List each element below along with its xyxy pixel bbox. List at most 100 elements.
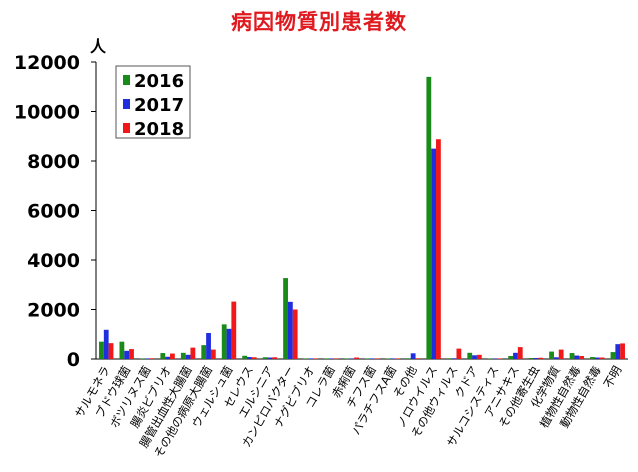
bar-2018-23 — [579, 356, 585, 359]
y-tick-label: 4000 — [27, 250, 80, 272]
bar-2016-0 — [99, 341, 104, 359]
bar-2016-21 — [528, 358, 534, 359]
bar-2018-1 — [129, 349, 134, 359]
bar-2017-5 — [206, 333, 211, 359]
bar-2017-15 — [410, 353, 416, 359]
bar-2016-2 — [139, 358, 145, 359]
bar-2018-2 — [149, 358, 155, 359]
y-axis-unit-label: 人 — [90, 37, 107, 56]
bar-2016-22 — [549, 351, 554, 359]
y-tick-label: 6000 — [27, 201, 80, 223]
bar-2018-13 — [374, 358, 380, 359]
bar-2017-2 — [144, 358, 150, 359]
bar-2016-12 — [344, 358, 350, 359]
axes: 0 2000 4000 6000 8000 10000 12000 — [14, 52, 628, 371]
bar-2016-13 — [365, 358, 370, 359]
bar-2017-13 — [369, 358, 375, 359]
bar-2016-20 — [508, 356, 514, 359]
bar-2016-5 — [201, 345, 207, 359]
bar-2016-11 — [324, 358, 329, 359]
bar-2018-11 — [333, 358, 339, 359]
x-tick-labels: サルモネラブドウ球菌ボツリヌス菌腸炎ビブリオ腸管出血性大腸菌その他の病原大腸菌ウ… — [72, 363, 624, 460]
bar-2016-9 — [283, 278, 288, 359]
bar-2018-12 — [354, 357, 359, 359]
bar-2016-25 — [610, 352, 616, 359]
bar-2017-3 — [165, 356, 171, 359]
bar-2018-24 — [599, 357, 605, 359]
legend-swatch-2018 — [123, 123, 130, 133]
legend-label-2016: 2016 — [134, 71, 184, 92]
bar-2018-5 — [210, 349, 216, 359]
bar-2017-23 — [574, 355, 580, 359]
bar-2017-18 — [472, 355, 477, 359]
bar-2016-8 — [262, 357, 268, 359]
bar-2016-15 — [405, 358, 411, 359]
bar-2018-16 — [436, 139, 441, 359]
bar-2017-25 — [615, 344, 621, 359]
bar-2018-10 — [313, 358, 319, 359]
bar-2018-20 — [517, 347, 523, 359]
bar-2016-23 — [569, 353, 575, 359]
bar-2016-6 — [221, 324, 227, 359]
bar-2017-9 — [287, 301, 293, 359]
bar-2016-3 — [160, 353, 166, 359]
bar-2018-0 — [108, 343, 114, 359]
bar-2017-17 — [451, 358, 457, 359]
bar-2018-17 — [456, 348, 462, 359]
bar-2016-10 — [303, 358, 309, 359]
bar-2017-1 — [124, 350, 130, 359]
bar-2017-16 — [431, 148, 437, 360]
bar-2017-14 — [390, 358, 396, 359]
y-tick-label: 10000 — [14, 102, 80, 124]
bar-2016-17 — [446, 358, 452, 359]
bar-2016-4 — [180, 352, 186, 359]
bar-2017-7 — [247, 357, 252, 359]
bar-2018-7 — [251, 357, 257, 359]
bar-2018-19 — [497, 358, 503, 359]
bar-2017-8 — [267, 357, 273, 359]
bar-2017-21 — [533, 358, 539, 359]
bars-group — [99, 76, 625, 360]
y-tick-label: 8000 — [27, 151, 80, 173]
legend-swatch-2016 — [123, 75, 130, 85]
bar-2016-24 — [590, 357, 595, 359]
bar-2016-1 — [119, 341, 125, 359]
bar-2017-0 — [103, 329, 109, 359]
bar-2017-4 — [185, 354, 191, 359]
bar-2016-7 — [242, 355, 248, 359]
bar-2016-19 — [487, 358, 493, 359]
x-tick-label: 不明 — [601, 364, 625, 391]
bar-2017-20 — [513, 352, 518, 359]
y-tick-label: 2000 — [27, 300, 80, 322]
legend-label-2018: 2018 — [134, 119, 184, 140]
y-tick-label: 0 — [67, 349, 80, 371]
bar-2017-11 — [328, 358, 334, 359]
bar-2017-10 — [308, 358, 314, 359]
chart-title: 病因物質別患者数 — [231, 10, 407, 34]
bar-2017-6 — [226, 328, 232, 359]
bar-2017-19 — [492, 358, 498, 359]
bar-2017-24 — [594, 357, 600, 359]
bar-2016-18 — [467, 352, 473, 359]
y-tick-label: 12000 — [14, 52, 80, 74]
bar-2017-22 — [553, 357, 559, 359]
bar-2018-14 — [395, 358, 400, 359]
bar-2018-22 — [558, 349, 564, 359]
legend-swatch-2017 — [123, 99, 130, 109]
bar-2018-9 — [292, 309, 298, 359]
bar-2018-18 — [476, 354, 482, 359]
bar-2018-21 — [538, 357, 544, 359]
bar-2016-16 — [426, 76, 432, 359]
bar-2018-25 — [620, 343, 625, 359]
bar-2017-12 — [349, 358, 355, 359]
legend-label-2017: 2017 — [134, 95, 184, 116]
bar-2018-3 — [170, 353, 175, 359]
bar-2018-6 — [231, 301, 237, 359]
bar-2018-8 — [272, 357, 278, 359]
legend: 2016 2017 2018 — [115, 65, 191, 140]
bar-2018-15 — [415, 358, 421, 359]
bar-2016-14 — [385, 358, 391, 359]
bar-2018-4 — [190, 347, 196, 359]
